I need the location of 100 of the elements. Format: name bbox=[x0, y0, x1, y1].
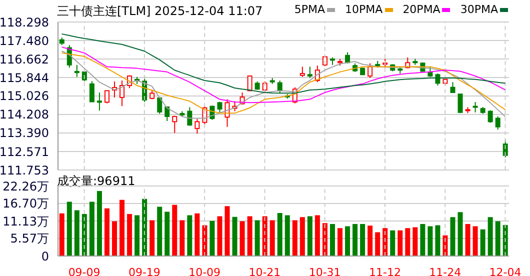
candlestick bbox=[300, 66, 305, 78]
y-tick-label: 11.13万 bbox=[2, 214, 49, 228]
legend-label: 20PMA bbox=[402, 3, 440, 16]
bar bbox=[164, 212, 170, 256]
bar bbox=[435, 225, 440, 256]
x-tick-label: 11-24 bbox=[429, 266, 462, 276]
candlestick bbox=[96, 92, 102, 112]
line-series bbox=[61, 46, 506, 104]
candlestick bbox=[89, 80, 94, 103]
candlestick bbox=[488, 110, 493, 124]
candlestick bbox=[368, 62, 373, 79]
bar bbox=[270, 220, 275, 256]
bar bbox=[300, 217, 305, 256]
y-tick-label: 115.026 bbox=[0, 89, 49, 104]
candlestick bbox=[120, 80, 125, 107]
y-tick-label: 118.298 bbox=[0, 15, 49, 30]
x-tick-label: 12-04 bbox=[489, 266, 522, 276]
candlestick bbox=[472, 102, 478, 113]
bar bbox=[127, 214, 132, 256]
bar bbox=[187, 215, 192, 256]
y-tick-label: 111.753 bbox=[0, 163, 49, 178]
bar bbox=[284, 215, 290, 256]
y-tick-label: 22.26万 bbox=[2, 179, 49, 194]
bar bbox=[277, 213, 282, 256]
bar bbox=[390, 230, 396, 256]
bar bbox=[398, 230, 403, 256]
bar bbox=[89, 202, 94, 256]
bar bbox=[59, 213, 64, 256]
bar bbox=[472, 226, 478, 256]
x-tick-label: 09-19 bbox=[128, 266, 160, 276]
bar bbox=[120, 200, 125, 256]
bar bbox=[495, 221, 500, 256]
bar bbox=[232, 216, 238, 256]
legend-label: 10PMA bbox=[345, 3, 383, 16]
bar bbox=[157, 206, 162, 256]
x-tick-label: 11-12 bbox=[368, 266, 401, 276]
candlestick bbox=[172, 115, 178, 134]
bar bbox=[112, 221, 117, 256]
y-tick-label: 115.844 bbox=[0, 70, 49, 85]
bar bbox=[488, 217, 493, 256]
candlestick bbox=[450, 82, 456, 94]
bar bbox=[412, 227, 418, 256]
bar bbox=[96, 191, 102, 256]
bar bbox=[420, 224, 426, 256]
x-tick-label: 10-21 bbox=[248, 266, 281, 276]
bar bbox=[307, 216, 312, 256]
y-tick-label: 113.390 bbox=[0, 126, 49, 140]
y-tick-label: 114.208 bbox=[0, 108, 49, 122]
candlestick bbox=[164, 106, 170, 122]
bar bbox=[134, 215, 140, 256]
bar bbox=[210, 220, 215, 256]
bar bbox=[465, 224, 470, 256]
bar bbox=[292, 220, 298, 256]
bar bbox=[254, 220, 260, 256]
bar bbox=[172, 204, 178, 256]
bar bbox=[240, 221, 245, 256]
bar bbox=[180, 220, 185, 256]
y-tick-label: 112.571 bbox=[0, 144, 49, 159]
bar bbox=[368, 226, 373, 256]
bar bbox=[150, 220, 155, 256]
candlestick bbox=[277, 80, 282, 94]
x-tick-label: 10-09 bbox=[188, 266, 221, 276]
bar bbox=[480, 229, 486, 256]
candlestick bbox=[194, 118, 200, 134]
legend-label: 5PMA bbox=[294, 3, 326, 16]
bar bbox=[352, 224, 358, 256]
candlestick bbox=[150, 89, 155, 100]
chart-title: 三十债主连[TLM] 2025-12-04 11:07 bbox=[57, 3, 263, 20]
legend-label: 30PMA bbox=[460, 3, 498, 16]
y-tick-label: 16.70万 bbox=[2, 196, 49, 211]
candlestick bbox=[458, 94, 463, 114]
bar bbox=[66, 202, 72, 256]
candlestick bbox=[104, 90, 110, 104]
bar bbox=[247, 216, 252, 256]
bar bbox=[337, 228, 342, 256]
bar bbox=[74, 210, 80, 256]
bar bbox=[360, 224, 366, 256]
bar bbox=[450, 217, 456, 256]
line-series bbox=[61, 33, 506, 94]
candlestick bbox=[157, 97, 162, 114]
y-tick-label: 117.480 bbox=[0, 34, 49, 48]
candlestick bbox=[247, 76, 252, 92]
candlestick bbox=[495, 116, 500, 130]
x-tick-label: 09-09 bbox=[68, 266, 100, 276]
x-tick-label: 10-31 bbox=[308, 266, 341, 276]
bar bbox=[217, 216, 222, 256]
bar bbox=[104, 208, 110, 256]
bar bbox=[345, 226, 350, 256]
y-tick-label: 5.57万 bbox=[10, 232, 49, 246]
bar bbox=[405, 228, 410, 256]
y-tick-label: 116.662 bbox=[0, 52, 49, 66]
bar bbox=[314, 215, 320, 256]
bar bbox=[375, 232, 380, 256]
y-tick-label: 0 bbox=[41, 249, 49, 264]
bar bbox=[330, 224, 335, 256]
candlestick bbox=[74, 64, 80, 78]
bar bbox=[428, 226, 433, 256]
candlestick bbox=[307, 66, 312, 79]
bar bbox=[458, 212, 463, 256]
bar bbox=[194, 213, 200, 256]
